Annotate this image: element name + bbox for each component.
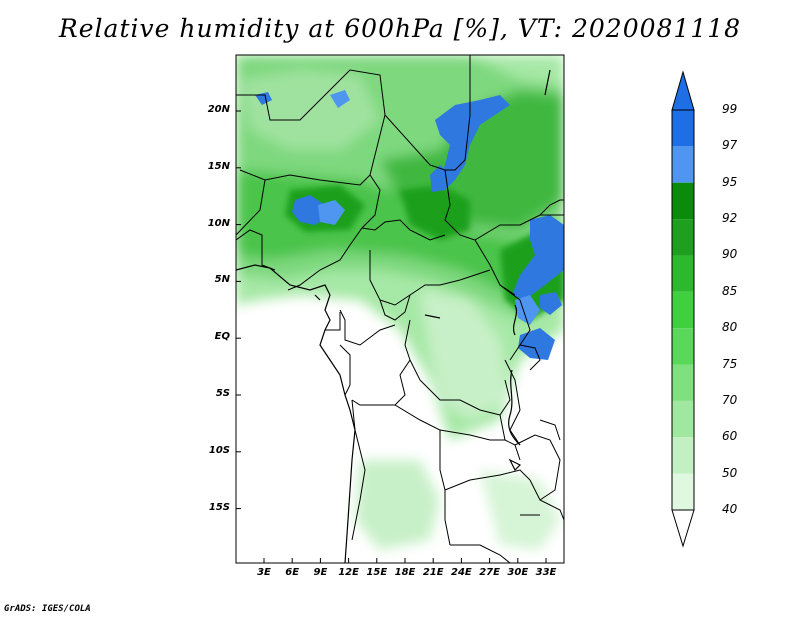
colorbar-segment: [672, 473, 694, 510]
colorbar-segment: [672, 146, 694, 183]
colorbar-high-arrow: [671, 70, 695, 111]
lon-label: 6E: [285, 567, 300, 578]
lat-label: 5N: [214, 274, 230, 286]
lat-label: EQ: [214, 331, 230, 343]
colorbar-level-label: 60: [722, 429, 738, 444]
colorbar-segment: [672, 328, 694, 365]
lon-label: 24E: [451, 567, 472, 578]
colorbar-level-label: 80: [722, 320, 738, 335]
colorbar-level-label: 40: [722, 502, 738, 516]
coastline: [236, 69, 551, 563]
colorbar-level-label: 50: [722, 465, 738, 480]
lon-label: 18E: [394, 567, 416, 578]
lon-label: 33E: [535, 567, 557, 578]
lat-label: 5S: [215, 388, 230, 399]
lon-label: 12E: [338, 567, 359, 578]
colorbar-segment: [672, 364, 694, 401]
colorbar-level-label: 95: [722, 174, 738, 189]
colorbar-level-label: 85: [722, 283, 738, 298]
colorbar-segment: [672, 219, 694, 256]
colorbar-level-label: 92: [722, 211, 738, 226]
lon-label: 30E: [507, 567, 529, 578]
colorbar-level-label: 97: [722, 138, 738, 153]
colorbar-level-label: 75: [722, 356, 738, 371]
lon-label: 3E: [257, 567, 271, 578]
lon-label: 9E: [313, 567, 328, 578]
axis-ticks: [236, 110, 547, 563]
colorbar-segment: [672, 182, 694, 220]
colorbar-low-arrow: [671, 509, 695, 548]
lat-label: 10N: [207, 217, 230, 229]
lon-label: 15E: [366, 567, 388, 578]
lat-label: 15N: [207, 160, 230, 172]
colorbar-segment: [672, 255, 694, 292]
colorbar-segment: [672, 400, 694, 438]
lon-label: 27E: [479, 567, 500, 578]
colorbar-segment: [672, 110, 694, 147]
lon-label: 21E: [422, 567, 444, 578]
colorbar-level-label: 70: [722, 392, 738, 407]
lat-label: 10S: [208, 444, 230, 456]
lat-label: 20N: [207, 104, 230, 115]
chart-title: Relative humidity at 600hPa [%], VT: 202…: [58, 14, 742, 43]
credit-text: GrADS: IGES/COLA: [4, 604, 91, 614]
colorbar-level-label: 99: [722, 102, 738, 116]
colorbar-level-label: 90: [722, 247, 738, 262]
colorbar-segment: [672, 437, 694, 474]
country-borders: [236, 55, 564, 563]
colorbar-segment: [672, 291, 694, 329]
colorbar: [671, 70, 695, 548]
lat-label: 15S: [208, 501, 230, 513]
humidity-field: [236, 55, 564, 563]
plot-frame: [235, 54, 565, 564]
